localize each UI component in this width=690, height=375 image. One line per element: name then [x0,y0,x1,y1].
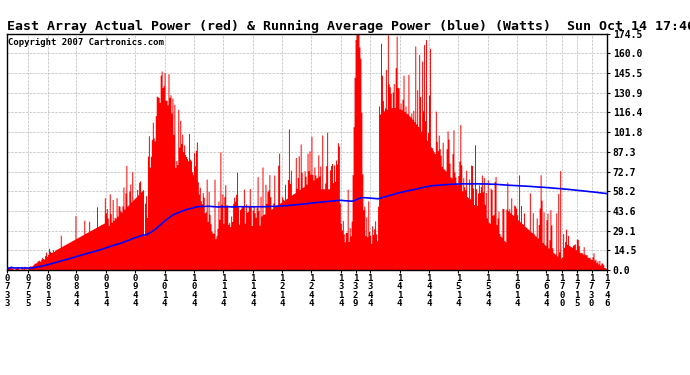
Text: East Array Actual Power (red) & Running Average Power (blue) (Watts)  Sun Oct 14: East Array Actual Power (red) & Running … [7,20,690,33]
Text: Copyright 2007 Cartronics.com: Copyright 2007 Cartronics.com [8,39,164,48]
